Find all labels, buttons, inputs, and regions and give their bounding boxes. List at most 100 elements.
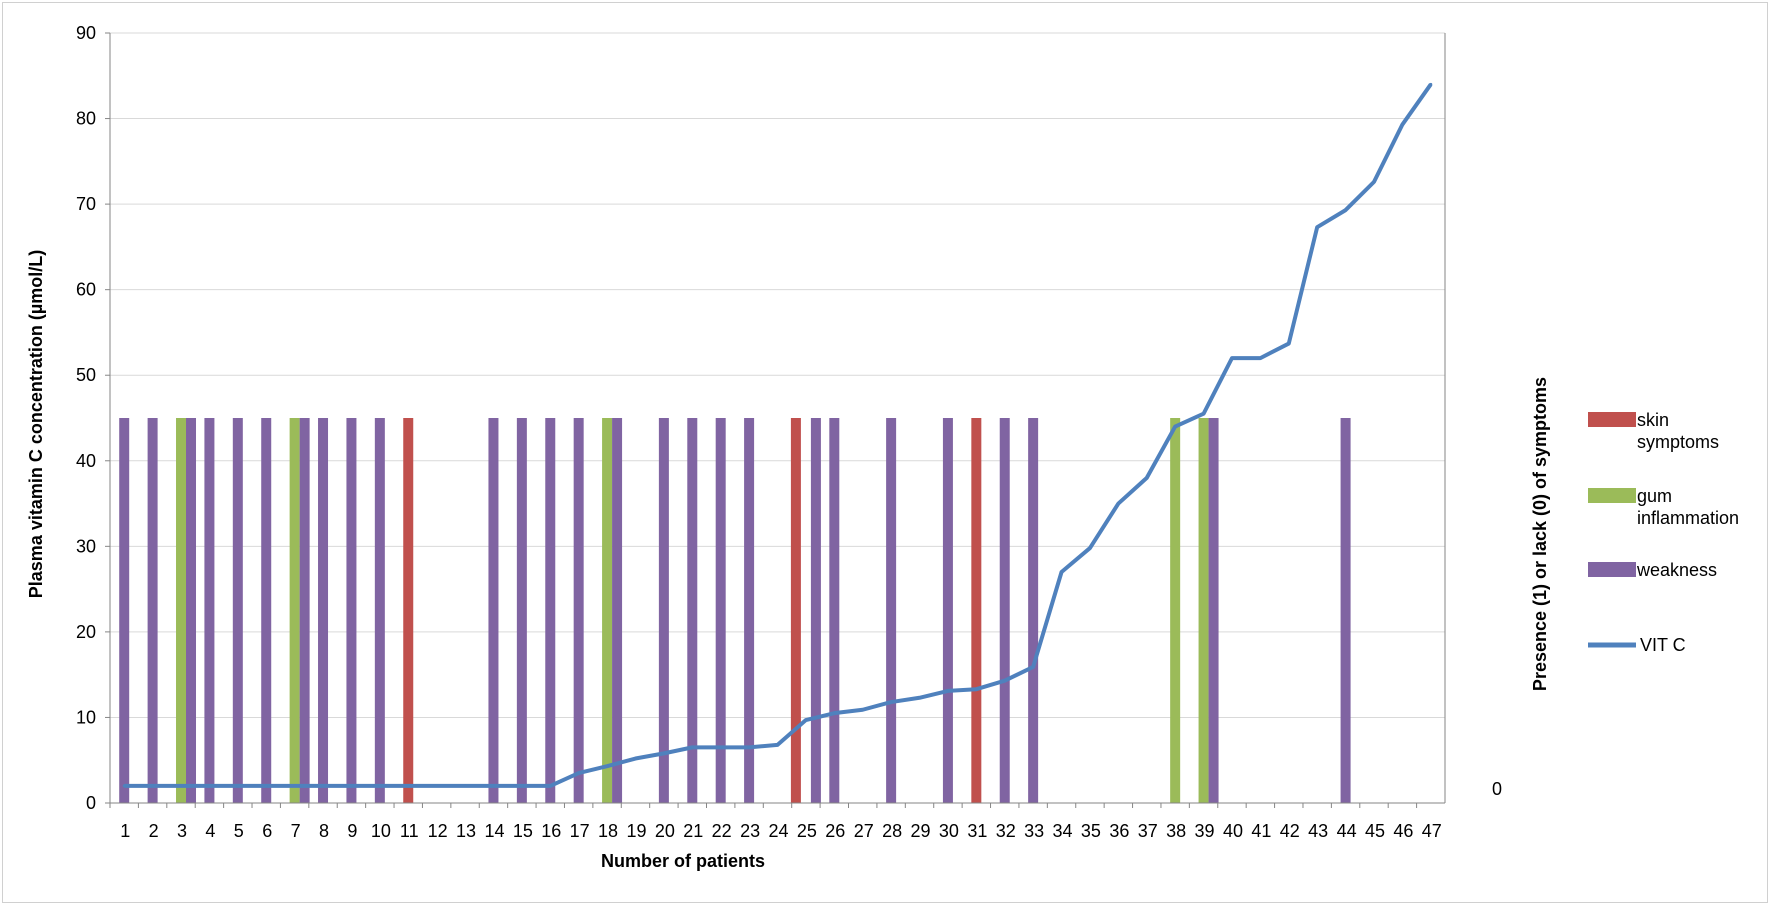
vit-c-point-30 [946,689,950,693]
bar-weakness-patient-8 [318,418,329,803]
vit-c-point-23 [747,745,751,749]
x-tick-label-35: 35 [1081,821,1101,841]
legend-swatch-gum-inflammation [1588,488,1636,503]
x-tick-label-26: 26 [825,821,845,841]
y-tick-label-70: 70 [76,194,96,214]
x-tick-label-32: 32 [996,821,1016,841]
legend-label-weakness: weakness [1636,560,1717,580]
vit-c-point-44 [1344,208,1348,212]
vit-c-point-10 [378,784,382,788]
x-tick-label-25: 25 [797,821,817,841]
x-tick-label-13: 13 [456,821,476,841]
vit-c-point-41 [1258,356,1262,360]
x-tick-label-39: 39 [1195,821,1215,841]
vit-c-point-24 [776,743,779,747]
legend-swatch-weakness [1588,562,1636,577]
bar-weakness-patient-6 [261,418,272,803]
vit-c-point-28 [889,700,893,704]
vit-c-point-43 [1315,225,1319,229]
x-tick-label-29: 29 [911,821,931,841]
bar-skin-symptoms-patient-31 [971,418,982,803]
bar-weakness-patient-16 [545,418,556,803]
vit-c-point-38 [1173,425,1177,429]
x-tick-label-10: 10 [371,821,391,841]
x-tick-label-28: 28 [882,821,902,841]
legend-label-skin-symptoms: skin symptoms [1637,410,1719,452]
x-tick-label-8: 8 [319,821,329,841]
vit-c-point-25 [804,718,808,722]
legend-swatch-skin-symptoms [1588,412,1636,427]
bar-weakness-patient-5 [232,418,243,803]
bar-weakness-patient-33 [1028,418,1039,803]
vit-c-point-32 [1003,679,1007,683]
legend: skin symptoms gum inflammation weakness VIT C [1588,410,1739,655]
vit-c-point-27 [861,708,865,712]
x-tick-label-47: 47 [1422,821,1442,841]
bar-skin-symptoms-patient-11 [403,418,414,803]
bar-weakness-patient-39 [1208,418,1219,803]
y-tick-label-80: 80 [76,109,96,129]
y-tick-label-30: 30 [76,536,96,556]
x-tick-label-21: 21 [683,821,703,841]
x-tick-label-3: 3 [177,821,187,841]
x-tick-label-2: 2 [149,821,159,841]
x-tick-label-34: 34 [1053,821,1073,841]
vit-c-point-36 [1116,502,1120,506]
vit-c-point-18 [605,764,609,768]
x-tick-label-43: 43 [1308,821,1328,841]
vit-c-point-8 [321,784,325,788]
bar-weakness-patient-44 [1340,418,1351,803]
y2-tick-label: 0 [1492,779,1502,799]
x-tick-label-36: 36 [1109,821,1129,841]
vit-c-point-13 [463,784,467,788]
vit-c-point-17 [577,771,581,775]
vit-c-point-33 [1031,665,1035,669]
x-tick-label-11: 11 [400,821,419,841]
x-tick-label-44: 44 [1337,821,1357,841]
bar-weakness-patient-17 [573,418,584,803]
y-tick-label-20: 20 [76,622,96,642]
x-tick-label-42: 42 [1280,821,1300,841]
vit-c-point-31 [974,687,978,691]
vit-c-point-7 [293,784,297,788]
bar-weakness-patient-10 [374,418,385,803]
vit-c-point-2 [151,784,155,788]
vit-c-point-42 [1287,342,1291,346]
vit-c-point-37 [1145,476,1149,480]
x-tick-label-40: 40 [1223,821,1243,841]
vit-c-point-19 [633,757,637,761]
y-tick-label-90: 90 [76,23,96,43]
bar-weakness-patient-7 [299,418,310,803]
x-tick-label-1: 1 [120,821,130,841]
legend-label-gum-inflammation: gum inflammation [1637,486,1739,528]
vit-c-point-6 [264,784,268,788]
vit-c-point-45 [1372,180,1376,184]
bar-weakness-patient-22 [715,418,726,803]
bar-weakness-patient-1 [119,418,130,803]
x-tick-label-24: 24 [768,821,788,841]
bar-weakness-patient-15 [516,418,527,803]
x-tick-label-37: 37 [1138,821,1158,841]
y-tick-label-50: 50 [76,365,96,385]
x-tick-label-20: 20 [655,821,675,841]
vit-c-point-35 [1088,546,1092,550]
vit-c-point-15 [520,784,524,788]
vit-c-point-11 [406,784,410,788]
x-tick-label-38: 38 [1166,821,1186,841]
vit-c-point-22 [719,745,723,749]
bar-weakness-patient-20 [658,418,669,803]
bar-weakness-patient-14 [488,418,499,803]
y-tick-label-40: 40 [76,451,96,471]
bar-weakness-patient-21 [687,418,698,803]
bar-weakness-patient-25 [810,418,821,803]
vit-c-point-40 [1230,356,1234,360]
bar-weakness-patient-4 [204,418,215,803]
vit-c-point-9 [349,784,353,788]
vit-c-line [122,82,1433,788]
x-tick-label-33: 33 [1024,821,1044,841]
bar-weakness-patient-26 [829,418,840,803]
vit-c-point-34 [1060,570,1064,574]
x-tick-label-30: 30 [939,821,959,841]
